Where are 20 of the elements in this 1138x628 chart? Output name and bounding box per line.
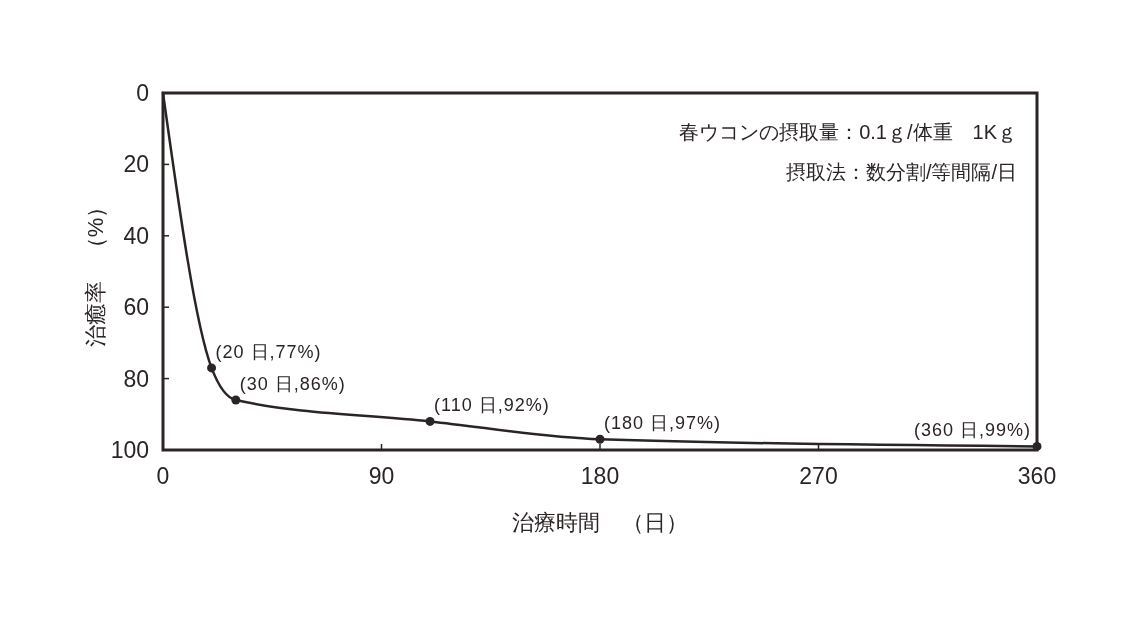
x-tick-label: 90 — [368, 463, 395, 489]
y-axis-title: 治癒率 （%） — [83, 195, 108, 348]
y-tick-label: 20 — [123, 151, 149, 178]
y-tick-label: 0 — [136, 80, 149, 106]
x-tick-label: 180 — [580, 463, 620, 489]
data-label: (30 日,86%) — [239, 374, 346, 394]
y-tick-label: 100 — [110, 437, 149, 463]
x-tick-label: 0 — [156, 463, 170, 489]
data-label: (110 日,92%) — [434, 395, 550, 416]
annotation: 摂取法：数分割/等間隔/日 — [785, 161, 1017, 183]
x-tick-label: 270 — [799, 463, 838, 489]
data-label: (180 日,97%) — [604, 413, 722, 434]
data-label: (360 日,99%) — [913, 420, 1031, 441]
annotation: 春ウコンの摂取量：0.1ｇ/体重 1Kｇ — [679, 121, 1017, 143]
y-tick-label: 80 — [123, 365, 149, 392]
x-axis-title: 治療時間 （日） — [512, 510, 688, 535]
x-tick-label: 360 — [1017, 463, 1057, 489]
data-label: (20 日,77%) — [215, 341, 322, 362]
y-tick-label: 40 — [123, 222, 149, 249]
y-tick-label: 60 — [123, 294, 149, 321]
